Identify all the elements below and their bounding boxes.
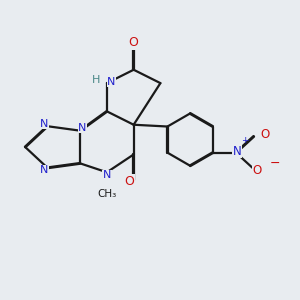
Text: O: O [129, 37, 139, 50]
Text: +: + [241, 136, 249, 145]
Text: N: N [40, 119, 49, 129]
Text: N: N [78, 123, 87, 133]
Text: O: O [252, 164, 261, 177]
Text: N: N [103, 170, 111, 180]
Text: O: O [124, 175, 134, 188]
Text: N: N [107, 76, 116, 87]
Text: H: H [92, 75, 101, 85]
Text: N: N [233, 145, 242, 158]
Text: −: − [270, 157, 280, 169]
Text: O: O [260, 128, 270, 141]
Text: N: N [40, 165, 49, 175]
Text: CH₃: CH₃ [97, 189, 116, 199]
